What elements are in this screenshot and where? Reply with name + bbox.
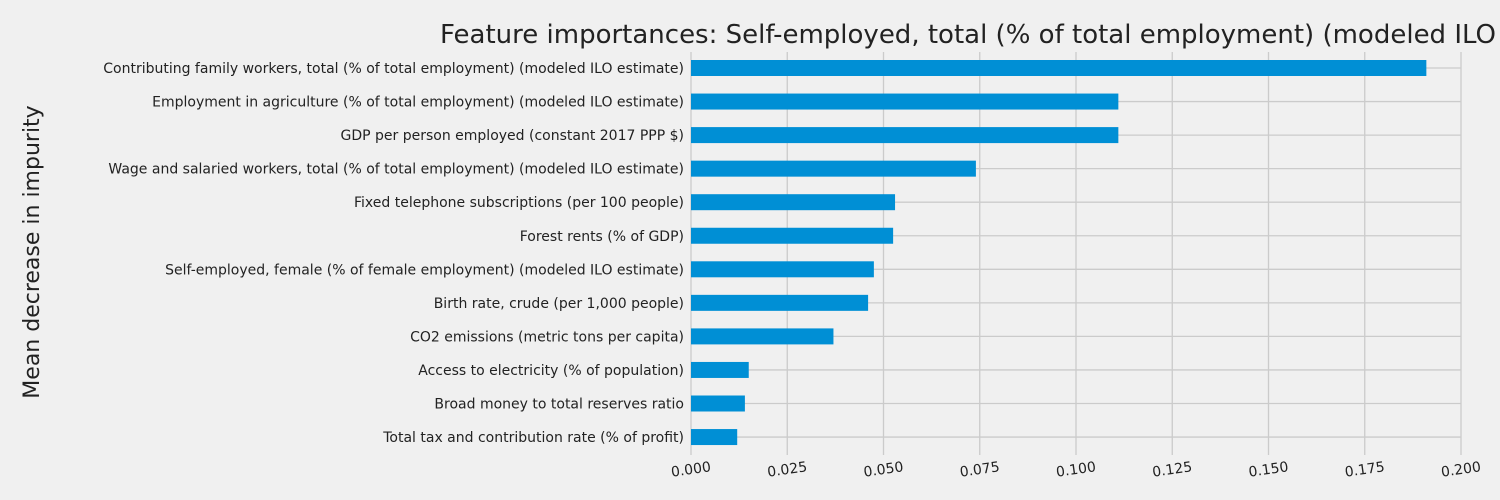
bar xyxy=(691,194,896,211)
chart-title: Feature importances: Self-employed, tota… xyxy=(440,20,1500,50)
x-tick-label: 0.025 xyxy=(766,459,808,480)
x-tick-label: 0.200 xyxy=(1440,459,1482,480)
category-label: Birth rate, crude (per 1,000 people) xyxy=(434,296,684,312)
bar xyxy=(691,361,749,378)
bar xyxy=(691,227,894,244)
category-label: Fixed telephone subscriptions (per 100 p… xyxy=(354,195,684,211)
category-label: Forest rents (% of GDP) xyxy=(520,229,684,245)
category-label: Self-employed, female (% of female emplo… xyxy=(165,262,684,278)
category-label: Wage and salaried workers, total (% of t… xyxy=(108,162,684,178)
category-label: CO2 emissions (metric tons per capita) xyxy=(410,329,684,345)
x-tick-label: 0.050 xyxy=(863,459,905,480)
bar-layer xyxy=(691,60,1427,446)
bar xyxy=(691,60,1427,76)
bar xyxy=(691,93,1119,110)
bar xyxy=(691,429,738,446)
category-label: Contributing family workers, total (% of… xyxy=(103,61,684,77)
bar xyxy=(691,328,834,345)
x-tick-label: 0.175 xyxy=(1344,459,1386,480)
category-label: Employment in agriculture (% of total em… xyxy=(152,95,684,111)
x-tick-label: 0.125 xyxy=(1151,459,1193,480)
x-tick-label: 0.000 xyxy=(670,459,712,480)
bar xyxy=(691,160,976,177)
category-label: Broad money to total reserves ratio xyxy=(434,397,684,413)
bar xyxy=(691,127,1119,144)
grid-layer xyxy=(690,52,1462,455)
category-label: Access to electricity (% of population) xyxy=(418,363,684,379)
bar xyxy=(691,294,869,311)
category-label: Total tax and contribution rate (% of pr… xyxy=(382,430,684,446)
y-axis-label: Mean decrease in impurity xyxy=(20,105,45,398)
x-tick-label: 0.150 xyxy=(1248,459,1290,480)
x-tick-label: 0.075 xyxy=(959,459,1001,480)
x-tick-label: 0.100 xyxy=(1055,459,1097,480)
label-layer: 0.000 0.025 0.050 0.075 0.100 0.125 0.150 0.175… xyxy=(103,61,1482,481)
bar xyxy=(691,261,874,278)
bar xyxy=(691,395,745,412)
category-label: GDP per person employed (constant 2017 P… xyxy=(341,128,685,144)
